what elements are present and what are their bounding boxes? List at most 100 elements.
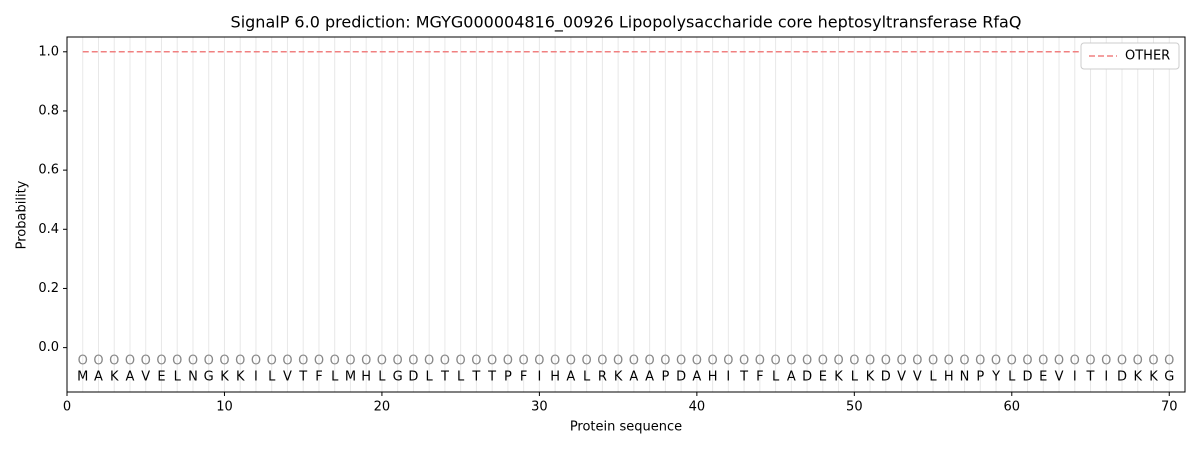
predicted-label: O	[456, 354, 466, 369]
predicted-label: O	[786, 354, 796, 369]
residue-label: L	[268, 370, 276, 385]
residue-label: V	[141, 370, 150, 385]
predicted-label: O	[1085, 354, 1095, 369]
residue-label: I	[726, 370, 730, 385]
predicted-label: O	[1007, 354, 1017, 369]
predicted-label: O	[550, 354, 560, 369]
predicted-label: O	[78, 354, 88, 369]
residue-label: H	[708, 370, 718, 385]
residue-label: L	[457, 370, 465, 385]
residue-label: D	[1023, 370, 1033, 385]
predicted-label: O	[755, 354, 765, 369]
residue-label: L	[1008, 370, 1016, 385]
x-tick-label: 10	[216, 400, 233, 415]
residue-label: L	[174, 370, 182, 385]
residue-label: D	[881, 370, 891, 385]
residue-label: K	[1133, 370, 1142, 385]
x-tick-label: 30	[531, 400, 548, 415]
residue-label: V	[283, 370, 292, 385]
residue-label: K	[834, 370, 843, 385]
residue-label: A	[787, 370, 796, 385]
residue-label: A	[692, 370, 701, 385]
predicted-label: O	[188, 354, 198, 369]
residue-label: H	[944, 370, 954, 385]
residue-label: F	[520, 370, 527, 385]
y-tick-label: 0.0	[38, 340, 59, 355]
predicted-label: O	[93, 354, 103, 369]
predicted-label: O	[881, 354, 891, 369]
predicted-label: O	[566, 354, 576, 369]
predicted-label: O	[1054, 354, 1064, 369]
y-axis-label: Probability	[15, 180, 30, 249]
x-tick-label: 60	[1004, 400, 1021, 415]
predicted-label: O	[219, 354, 229, 369]
residue-label: K	[236, 370, 245, 385]
predicted-label: O	[267, 354, 277, 369]
predicted-label: O	[692, 354, 702, 369]
predicted-label: O	[1070, 354, 1080, 369]
predicted-label: O	[282, 354, 292, 369]
legend-box	[1080, 42, 1180, 70]
predicted-label: O	[676, 354, 686, 369]
residue-label: P	[504, 370, 512, 385]
predicted-label: O	[471, 354, 481, 369]
predicted-label: O	[125, 354, 135, 369]
residue-label: L	[772, 370, 780, 385]
predicted-label: O	[613, 354, 623, 369]
residue-label: R	[598, 370, 607, 385]
residue-label: D	[802, 370, 812, 385]
predicted-label: O	[534, 354, 544, 369]
y-tick-label: 0.4	[38, 222, 59, 237]
residue-label: T	[298, 370, 307, 385]
residue-label: L	[851, 370, 859, 385]
residue-label: E	[819, 370, 827, 385]
residue-label: N	[188, 370, 198, 385]
predicted-label: O	[865, 354, 875, 369]
predicted-label: O	[440, 354, 450, 369]
residue-label: M	[77, 370, 88, 385]
residue-label: I	[1073, 370, 1077, 385]
residue-label: V	[913, 370, 922, 385]
residue-label: T	[739, 370, 748, 385]
predicted-label: O	[802, 354, 812, 369]
predicted-label: O	[629, 354, 639, 369]
residue-label: H	[361, 370, 371, 385]
residue-label: L	[929, 370, 937, 385]
predicted-label: O	[582, 354, 592, 369]
predicted-label: O	[408, 354, 418, 369]
plot-frame	[66, 36, 1186, 393]
predicted-label: O	[1117, 354, 1127, 369]
predicted-label: O	[912, 354, 922, 369]
residue-label: I	[1104, 370, 1108, 385]
residue-label: D	[408, 370, 418, 385]
residue-label: L	[331, 370, 339, 385]
x-tick-label: 20	[374, 400, 391, 415]
residue-label: P	[976, 370, 984, 385]
predicted-label: O	[298, 354, 308, 369]
predicted-label: O	[377, 354, 387, 369]
residue-label: E	[1039, 370, 1047, 385]
residue-label: E	[157, 370, 165, 385]
predicted-label: O	[991, 354, 1001, 369]
predicted-label: O	[1133, 354, 1143, 369]
residue-label: L	[378, 370, 386, 385]
predicted-label: O	[723, 354, 733, 369]
residue-label: A	[629, 370, 638, 385]
residue-label: K	[220, 370, 229, 385]
y-tick-label: 0.2	[38, 281, 59, 296]
residue-label: L	[426, 370, 434, 385]
predicted-label: O	[141, 354, 151, 369]
residue-label: H	[550, 370, 560, 385]
predicted-label: O	[1038, 354, 1048, 369]
predicted-label: O	[503, 354, 513, 369]
predicted-label: O	[345, 354, 355, 369]
residue-label: D	[676, 370, 686, 385]
x-axis-label: Protein sequence	[570, 420, 682, 435]
residue-label: G	[1164, 370, 1174, 385]
predicted-label: O	[833, 354, 843, 369]
x-tick-label: 0	[63, 400, 71, 415]
x-tick-label: 70	[1161, 400, 1178, 415]
predicted-label: O	[660, 354, 670, 369]
residue-label: A	[94, 370, 103, 385]
